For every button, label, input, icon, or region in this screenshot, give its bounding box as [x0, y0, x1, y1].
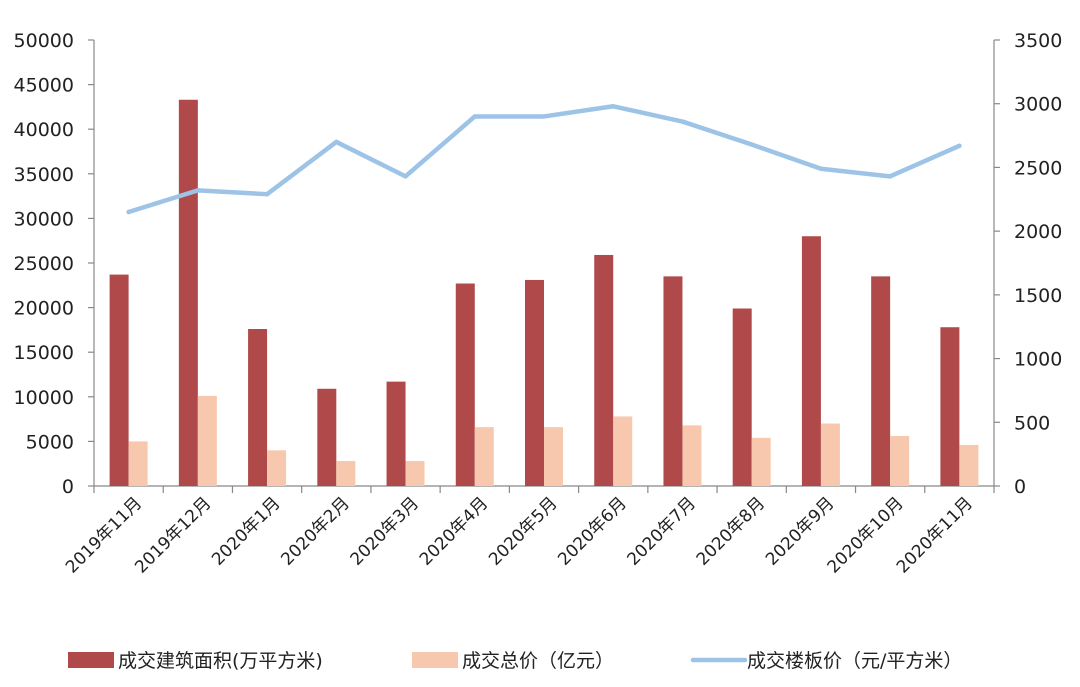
bar-total-price [474, 427, 494, 486]
bar-area [663, 276, 683, 486]
right-axis-tick-label: 2000 [1014, 221, 1062, 243]
bar-total-price [820, 423, 840, 486]
bar-area [109, 274, 129, 486]
bars [109, 99, 979, 486]
left-axis-tick-label: 50000 [14, 30, 74, 52]
left-axis-tick-label: 5000 [26, 431, 74, 453]
line-point [126, 209, 131, 215]
bar-total-price [128, 441, 148, 486]
right-axis-tick-label: 500 [1014, 412, 1050, 434]
left-axis-tick-label: 25000 [14, 253, 74, 275]
left-axis-tick-label: 40000 [14, 119, 74, 141]
legend-label: 成交总价（亿元） [462, 650, 614, 672]
line-point [887, 174, 893, 179]
bar-area [594, 254, 614, 486]
x-axis-category-label: 2020年3月 [347, 493, 423, 569]
right-axis-tick-label: 1000 [1014, 349, 1062, 371]
right-axis-tick-label: 3000 [1014, 94, 1062, 116]
line-point [957, 143, 962, 148]
bar-total-price [613, 416, 633, 486]
line-point [195, 188, 201, 193]
left-axis-tick-label: 0 [62, 476, 74, 498]
x-axis: 2019年11月2019年12月2020年1月2020年2月2020年3月202… [62, 485, 995, 577]
line-point [611, 104, 616, 109]
line-point [749, 142, 754, 147]
bar-area [940, 327, 960, 486]
line-floor-price [126, 104, 962, 215]
line-point [264, 191, 270, 197]
line-point [334, 139, 339, 145]
left-axis-tick-label: 45000 [14, 75, 74, 97]
bar-area [317, 388, 337, 486]
legend: 成交建筑面积(万平方米) 成交总价（亿元） 成交楼板价（元/平方米） [68, 650, 962, 672]
left-axis-tick-label: 35000 [14, 164, 74, 186]
line-point [541, 114, 547, 119]
left-axis: 0 5000 10000 15000 20000 25000 30000 35000 40000… [14, 30, 95, 498]
left-axis-tick-label: 15000 [14, 342, 74, 364]
bar-total-price [336, 461, 356, 486]
bar-total-price [959, 444, 979, 486]
line-series [126, 104, 962, 215]
bar-total-price [751, 437, 771, 486]
bar-area [455, 283, 475, 486]
legend-label: 成交建筑面积(万平方米) [118, 650, 323, 672]
x-axis-category-label: 2020年9月 [762, 493, 838, 569]
bar-total-price [890, 436, 910, 486]
bar-area [801, 236, 821, 486]
bar-area [871, 276, 891, 486]
line-point [818, 166, 824, 171]
bar-area [732, 308, 752, 486]
x-axis-category-label: 2020年5月 [485, 493, 561, 569]
legend-swatch [68, 652, 114, 668]
right-axis-tick-label: 1500 [1014, 285, 1062, 307]
x-axis-category-label: 2020年4月 [416, 493, 492, 569]
left-axis-tick-label: 20000 [14, 298, 74, 320]
left-axis-tick-label: 30000 [14, 208, 74, 230]
bar-area [178, 99, 198, 486]
x-axis-category-label: 2020年6月 [554, 493, 630, 569]
bar-area [525, 279, 544, 486]
line-point [403, 174, 408, 179]
right-axis: 0 500 1000 1500 2000 2500 3000 3500 [993, 30, 1062, 498]
bar-area [248, 329, 268, 486]
bar-total-price [405, 461, 425, 486]
bar-total-price [267, 450, 287, 486]
right-axis-tick-label: 2500 [1014, 157, 1062, 179]
left-axis-tick-label: 10000 [14, 387, 74, 409]
bar-total-price [544, 427, 563, 486]
x-axis-category-label: 2020年1月 [208, 493, 284, 569]
right-axis-tick-label: 3500 [1014, 30, 1062, 52]
bar-total-price [682, 425, 702, 486]
legend-label: 成交楼板价（元/平方米） [747, 650, 962, 672]
x-axis-category-label: 2020年7月 [624, 493, 700, 569]
right-axis-tick-label: 0 [1014, 476, 1026, 498]
x-axis-category-label: 2020年8月 [693, 493, 769, 569]
line-point [472, 114, 477, 119]
x-axis-category-label: 2020年2月 [277, 493, 353, 569]
bar-total-price [197, 395, 217, 486]
line-point [680, 119, 685, 124]
legend-swatch [412, 652, 458, 668]
bar-area [386, 381, 406, 486]
